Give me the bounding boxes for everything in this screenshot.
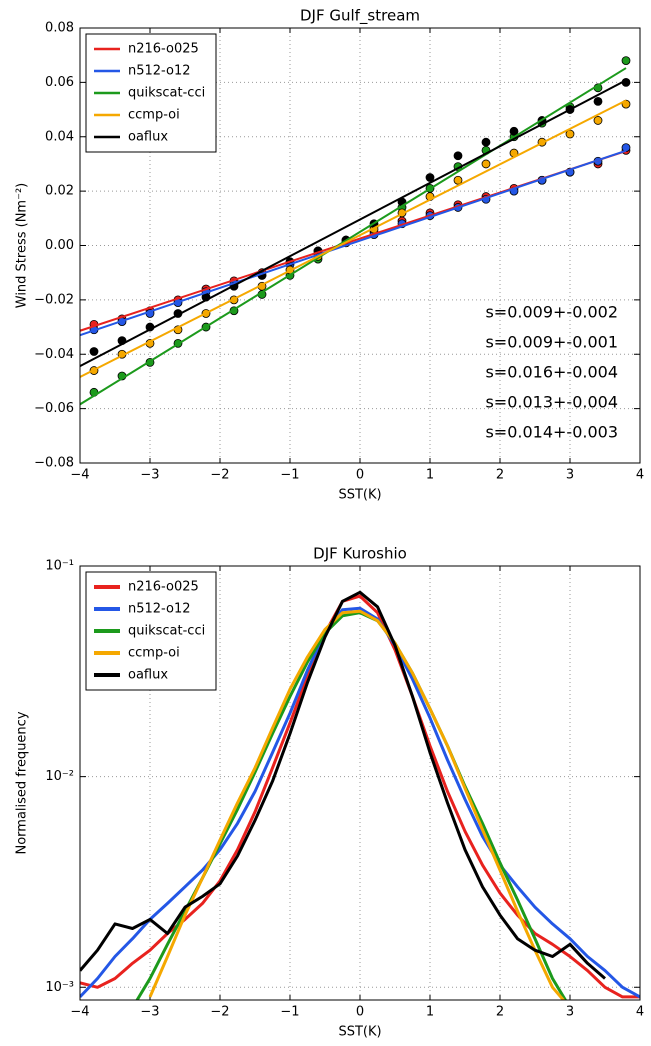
- legend-label: quikscat-cci: [128, 624, 205, 639]
- annotation: s=0.013+-0.004: [485, 393, 618, 412]
- y-tick-label: 10⁻³: [45, 980, 74, 995]
- point: [425, 173, 435, 182]
- annotation: s=0.009+-0.002: [485, 303, 618, 322]
- legend-label: n512-o12: [128, 602, 190, 617]
- point: [593, 116, 603, 125]
- y-tick-label: −0.04: [34, 347, 74, 362]
- x-tick-label: −3: [140, 468, 159, 483]
- point: [565, 129, 575, 139]
- legend-label: ccmp-oi: [128, 646, 180, 661]
- plot-area: [80, 56, 631, 406]
- x-axis-label: SST(K): [338, 488, 381, 503]
- legend-label: n216-o025: [128, 580, 199, 595]
- legend-label: ccmp-oi: [128, 108, 180, 123]
- line: [80, 594, 640, 999]
- point: [509, 126, 519, 136]
- fit-line: [80, 79, 627, 368]
- fit-line: [80, 99, 627, 378]
- legend-label: oaflux: [128, 130, 168, 145]
- plot-area: [80, 590, 640, 1000]
- y-tick-label: 10⁻¹: [45, 559, 74, 574]
- point: [621, 56, 631, 66]
- axes-frame: [79, 27, 641, 464]
- y-tick-label: −0.08: [34, 456, 74, 471]
- point: [621, 143, 631, 153]
- legend-box: [85, 571, 217, 691]
- fit-line: [80, 67, 627, 406]
- y-tick-label: 0.06: [45, 75, 74, 90]
- x-tick-label: −2: [210, 468, 229, 483]
- annotation: s=0.009+-0.001: [485, 333, 618, 352]
- y-tick-label: 0.08: [45, 21, 74, 36]
- legend-label: n512-o12: [128, 64, 190, 79]
- annotation: s=0.014+-0.003: [485, 423, 618, 442]
- x-tick-label: 3: [566, 468, 574, 483]
- y-tick-label: 0.00: [45, 238, 74, 253]
- x-tick-label: 0: [356, 1005, 364, 1020]
- y-tick-label: 0.04: [45, 129, 74, 144]
- chart-title: DJF Gulf_stream: [300, 7, 420, 26]
- line: [80, 606, 640, 999]
- x-tick-label: 1: [426, 468, 434, 483]
- y-tick-label: 0.02: [45, 184, 74, 199]
- x-tick-label: 2: [496, 1005, 504, 1020]
- line: [148, 609, 566, 1000]
- x-axis-label: SST(K): [338, 1025, 381, 1040]
- fit-line: [80, 149, 627, 337]
- axes-frame: [79, 565, 641, 1001]
- x-tick-label: 0: [356, 468, 364, 483]
- x-tick-label: 4: [636, 468, 644, 483]
- y-axis-label: Wind Stress (Nm⁻²): [15, 183, 30, 309]
- point: [481, 137, 491, 147]
- x-tick-label: −4: [70, 468, 89, 483]
- y-tick-label: −0.06: [34, 401, 74, 416]
- x-tick-label: −1: [280, 1005, 299, 1020]
- point: [89, 347, 99, 356]
- plot: DJF Kuroshio SST(K) Normalised frequency −4…: [15, 545, 645, 1040]
- x-tick-label: 3: [566, 1005, 574, 1020]
- x-tick-label: −3: [140, 1005, 159, 1020]
- legend-label: oaflux: [128, 668, 168, 683]
- y-axis-label: Normalised frequency: [15, 711, 30, 854]
- point: [453, 175, 463, 185]
- annotation: s=0.016+-0.004: [485, 363, 618, 382]
- x-tick-label: −1: [280, 468, 299, 483]
- x-tick-label: 4: [636, 1005, 644, 1020]
- chart-title: DJF Kuroshio: [313, 545, 407, 563]
- x-tick-label: −2: [210, 1005, 229, 1020]
- x-tick-label: 1: [426, 1005, 434, 1020]
- y-tick-label: −0.02: [34, 292, 74, 307]
- point: [481, 159, 491, 169]
- x-tick-label: −4: [70, 1005, 89, 1020]
- legend-label: n216-o025: [128, 42, 199, 57]
- x-tick-label: 2: [496, 468, 504, 483]
- legend-label: quikscat-cci: [128, 86, 205, 101]
- point: [593, 97, 603, 106]
- point: [453, 151, 463, 161]
- line: [80, 590, 606, 980]
- y-tick-label: 10⁻²: [45, 769, 74, 784]
